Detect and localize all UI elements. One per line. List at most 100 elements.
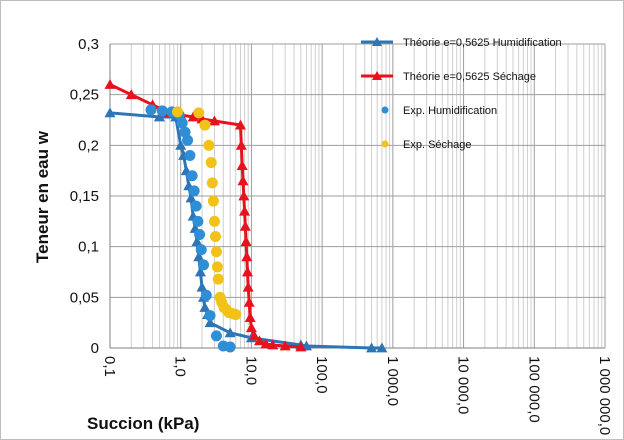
legend-entry: Théorie e=0,5625 Humidification bbox=[361, 37, 562, 49]
data-point bbox=[145, 104, 157, 116]
data-point bbox=[194, 229, 206, 241]
data-point bbox=[208, 215, 220, 227]
data-point bbox=[241, 251, 253, 262]
axes: 0 0,05 0,1 0,15 0,2 0,25 0,3 0,1 1,0 10,0 100,0 1 0… bbox=[70, 36, 613, 435]
data-point bbox=[235, 139, 247, 150]
x-tick-label: 10,0 bbox=[242, 356, 259, 385]
y-tick-label: 0,1 bbox=[78, 239, 99, 256]
series-3 bbox=[171, 106, 242, 321]
data-point bbox=[224, 327, 236, 338]
data-point bbox=[224, 341, 236, 353]
data-point bbox=[190, 200, 202, 212]
data-point bbox=[185, 192, 197, 203]
data-point bbox=[230, 309, 242, 321]
x-tick-label: 0,1 bbox=[101, 356, 118, 377]
data-point bbox=[153, 111, 165, 122]
data-point bbox=[187, 111, 199, 122]
legend-label: Exp. Séchage bbox=[403, 139, 472, 151]
legend-entry: Exp. Séchage bbox=[381, 139, 472, 151]
data-point bbox=[253, 335, 265, 346]
data-point bbox=[197, 259, 209, 271]
data-point bbox=[104, 107, 116, 118]
data-point bbox=[267, 339, 279, 350]
data-point bbox=[243, 296, 255, 307]
data-point bbox=[175, 139, 187, 150]
data-point bbox=[212, 273, 224, 285]
data-point bbox=[295, 341, 307, 352]
y-tick-label: 0,3 bbox=[78, 36, 99, 53]
x-tick-label: 100,0 bbox=[313, 356, 330, 394]
data-point bbox=[156, 105, 168, 117]
y-tick-label: 0,15 bbox=[70, 188, 99, 205]
data-point bbox=[205, 157, 217, 169]
data-point bbox=[248, 330, 260, 341]
x-axis-title: Succion (kPa) bbox=[87, 414, 199, 433]
data-point bbox=[200, 289, 212, 301]
data-point bbox=[376, 342, 388, 353]
data-point bbox=[238, 190, 250, 201]
data-point bbox=[191, 236, 203, 246]
x-tick-label: 1 000,0 bbox=[384, 356, 401, 406]
data-point bbox=[234, 119, 246, 130]
data-point bbox=[203, 139, 215, 151]
data-point bbox=[194, 266, 206, 277]
data-point bbox=[176, 117, 188, 129]
data-point bbox=[242, 281, 254, 292]
series-2 bbox=[145, 104, 236, 353]
data-point bbox=[211, 261, 223, 273]
data-point bbox=[204, 310, 216, 322]
x-tick-label: 1,0 bbox=[172, 356, 189, 377]
data-point bbox=[196, 281, 208, 292]
data-point bbox=[242, 266, 254, 277]
series-layer bbox=[104, 79, 388, 353]
data-point bbox=[239, 220, 251, 231]
data-point bbox=[237, 175, 249, 186]
data-point bbox=[195, 244, 207, 256]
data-point bbox=[366, 342, 378, 353]
legend-label: Théorie e=0,5625 Séchage bbox=[403, 71, 536, 83]
data-point bbox=[125, 89, 137, 100]
data-point bbox=[210, 330, 222, 342]
data-point bbox=[260, 338, 272, 349]
data-point bbox=[186, 170, 198, 182]
gridlines bbox=[109, 43, 606, 349]
data-point bbox=[239, 205, 251, 216]
x-tick-label: 1 000 000,0 bbox=[596, 356, 613, 435]
data-point bbox=[209, 231, 221, 243]
data-point bbox=[182, 134, 194, 146]
series-1 bbox=[104, 79, 307, 352]
data-point bbox=[171, 106, 183, 118]
data-point bbox=[199, 119, 211, 131]
y-tick-label: 0,25 bbox=[70, 87, 99, 104]
data-point bbox=[204, 317, 216, 328]
data-point bbox=[208, 115, 220, 126]
data-point bbox=[207, 195, 219, 207]
y-tick-label: 0,2 bbox=[78, 137, 99, 154]
data-point bbox=[188, 185, 200, 197]
data-point bbox=[206, 177, 218, 189]
legend-label: Exp. Humidification bbox=[403, 105, 497, 117]
data-point bbox=[104, 79, 116, 89]
y-axis-title: Teneur en eau w bbox=[33, 130, 52, 263]
x-tick-label: 100 000,0 bbox=[525, 356, 542, 423]
data-point bbox=[210, 246, 222, 258]
legend-marker bbox=[381, 140, 389, 148]
data-point bbox=[193, 251, 205, 262]
data-point bbox=[279, 340, 291, 351]
y-tick-label: 0,05 bbox=[70, 289, 99, 306]
legend: Théorie e=0,5625 Humidification Théorie e… bbox=[361, 37, 562, 151]
legend-entry: Théorie e=0,5625 Séchage bbox=[361, 71, 536, 83]
legend-marker bbox=[372, 71, 382, 80]
data-point bbox=[184, 149, 196, 161]
data-point bbox=[236, 160, 248, 170]
x-tick-label: 10 000,0 bbox=[455, 356, 472, 414]
legend-entry: Exp. Humidification bbox=[381, 105, 497, 117]
data-point bbox=[193, 107, 205, 119]
data-point bbox=[240, 236, 252, 246]
data-point bbox=[244, 312, 256, 322]
y-tick-label: 0 bbox=[91, 340, 99, 357]
data-point bbox=[192, 215, 204, 227]
legend-marker bbox=[381, 106, 389, 114]
